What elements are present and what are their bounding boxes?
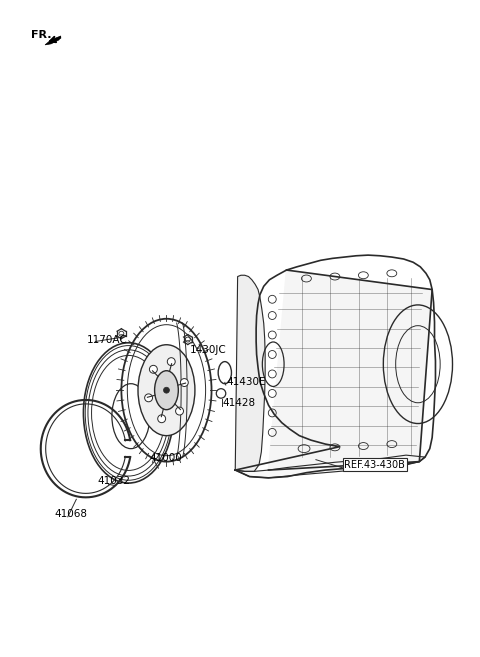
Text: REF.43-430B: REF.43-430B [344, 460, 405, 470]
Text: 41068: 41068 [54, 509, 87, 518]
Ellipse shape [138, 345, 195, 436]
Text: 41430E: 41430E [227, 376, 266, 387]
Circle shape [149, 365, 157, 373]
Ellipse shape [155, 371, 179, 410]
Circle shape [144, 394, 153, 402]
Polygon shape [45, 36, 61, 45]
Polygon shape [235, 455, 425, 478]
Text: 1170AC: 1170AC [87, 335, 128, 345]
Circle shape [176, 407, 183, 415]
Circle shape [168, 357, 175, 365]
Text: 41428: 41428 [223, 398, 256, 408]
Circle shape [158, 415, 166, 422]
Text: FR.: FR. [31, 30, 52, 40]
Polygon shape [268, 270, 432, 470]
Polygon shape [235, 275, 265, 471]
Circle shape [164, 387, 169, 393]
Text: 41000: 41000 [150, 453, 182, 463]
Text: 1430JC: 1430JC [190, 345, 227, 355]
Text: 41032: 41032 [97, 476, 131, 486]
Circle shape [180, 378, 188, 386]
